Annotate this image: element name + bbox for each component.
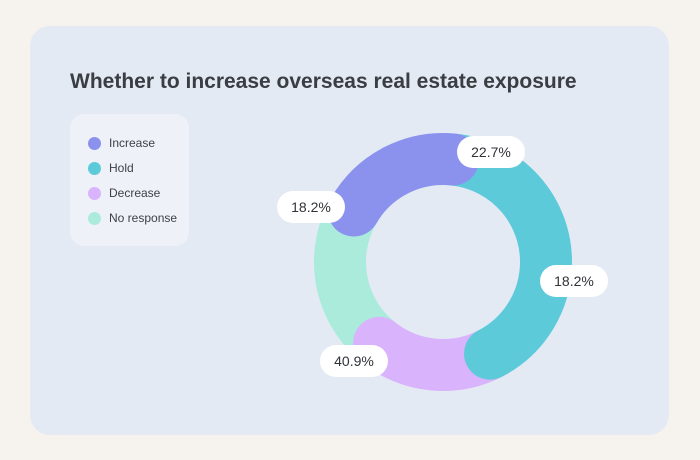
legend-label-no-response: No response (109, 211, 178, 225)
legend-swatch-no-response (88, 211, 101, 225)
value-label-hold: 40.9% (320, 345, 388, 377)
legend-item-increase: Increase (88, 136, 155, 150)
legend-label-decrease: Decrease (109, 186, 161, 200)
legend-label-hold: Hold (109, 161, 134, 175)
legend-item-hold: Hold (88, 161, 134, 175)
value-label-pill-increase (277, 191, 345, 223)
value-label-text-no-response: 22.7% (471, 144, 511, 160)
value-label-increase: 18.2% (277, 191, 345, 223)
legend-label-increase: Increase (109, 136, 156, 150)
legend-item-no-response: No response (88, 211, 177, 225)
value-label-text-hold: 40.9% (334, 353, 374, 369)
value-label-pill-no-response (457, 136, 525, 168)
slice-increase (314, 133, 572, 392)
value-label-pill-hold (320, 345, 388, 377)
value-label-no-response: 22.7% (457, 136, 525, 168)
legend: Increase Hold Decrease No response (70, 114, 189, 246)
legend-swatch-increase (88, 136, 101, 150)
value-label-pill-decrease (540, 265, 608, 297)
value-label-decrease: 18.2% (540, 265, 608, 297)
legend-swatch-hold (88, 161, 101, 175)
value-label-text-increase: 18.2% (291, 199, 331, 215)
legend-swatch-decrease (88, 186, 101, 200)
value-label-text-decrease: 18.2% (554, 273, 594, 289)
legend-item-decrease: Decrease (88, 186, 160, 200)
chart-title: Whether to increase overseas real estate… (70, 70, 577, 93)
